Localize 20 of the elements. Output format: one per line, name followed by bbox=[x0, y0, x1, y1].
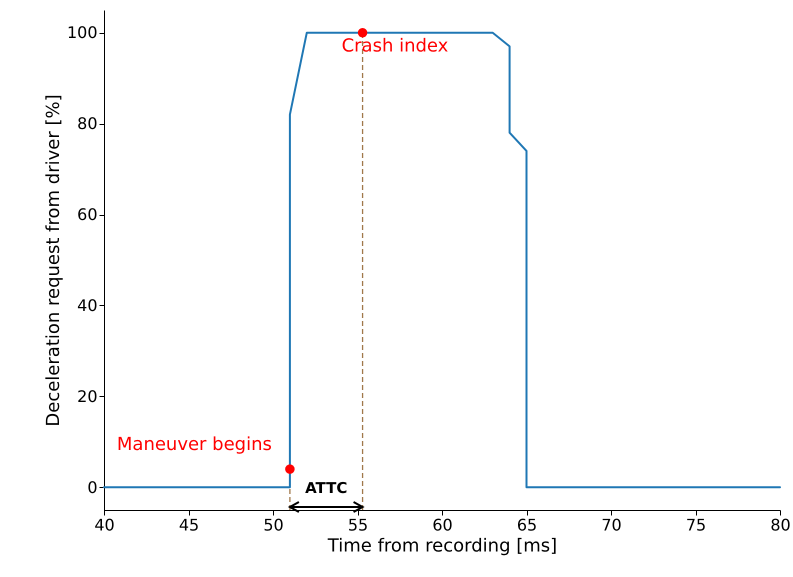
x-tick-label: 65 bbox=[516, 516, 538, 534]
x-tick-label: 45 bbox=[178, 516, 200, 534]
y-tick-label: 40 bbox=[77, 296, 98, 315]
y-tick-label: 20 bbox=[77, 386, 98, 406]
annotation: ATTC bbox=[305, 479, 348, 497]
annotation: Maneuver begins bbox=[116, 434, 272, 456]
x-tick-label: 55 bbox=[348, 516, 368, 534]
y-axis-title: Deceleration request from driver [%] bbox=[42, 94, 64, 427]
x-tick-label: 80 bbox=[770, 516, 791, 534]
x-tick-label: 70 bbox=[601, 516, 622, 534]
y-tick-label: 0 bbox=[87, 478, 98, 497]
annotation: Crash index bbox=[342, 36, 449, 57]
y-tick-label: 100 bbox=[66, 23, 98, 42]
x-tick-label: 50 bbox=[263, 516, 284, 534]
y-tick-label: 80 bbox=[77, 114, 98, 134]
x-axis-title: Time from recording [ms] bbox=[326, 536, 558, 556]
x-tick-label: 40 bbox=[94, 516, 115, 534]
y-tick-label: 60 bbox=[77, 205, 98, 224]
x-tick-label: 60 bbox=[432, 516, 453, 534]
x-tick-label: 75 bbox=[686, 516, 706, 534]
